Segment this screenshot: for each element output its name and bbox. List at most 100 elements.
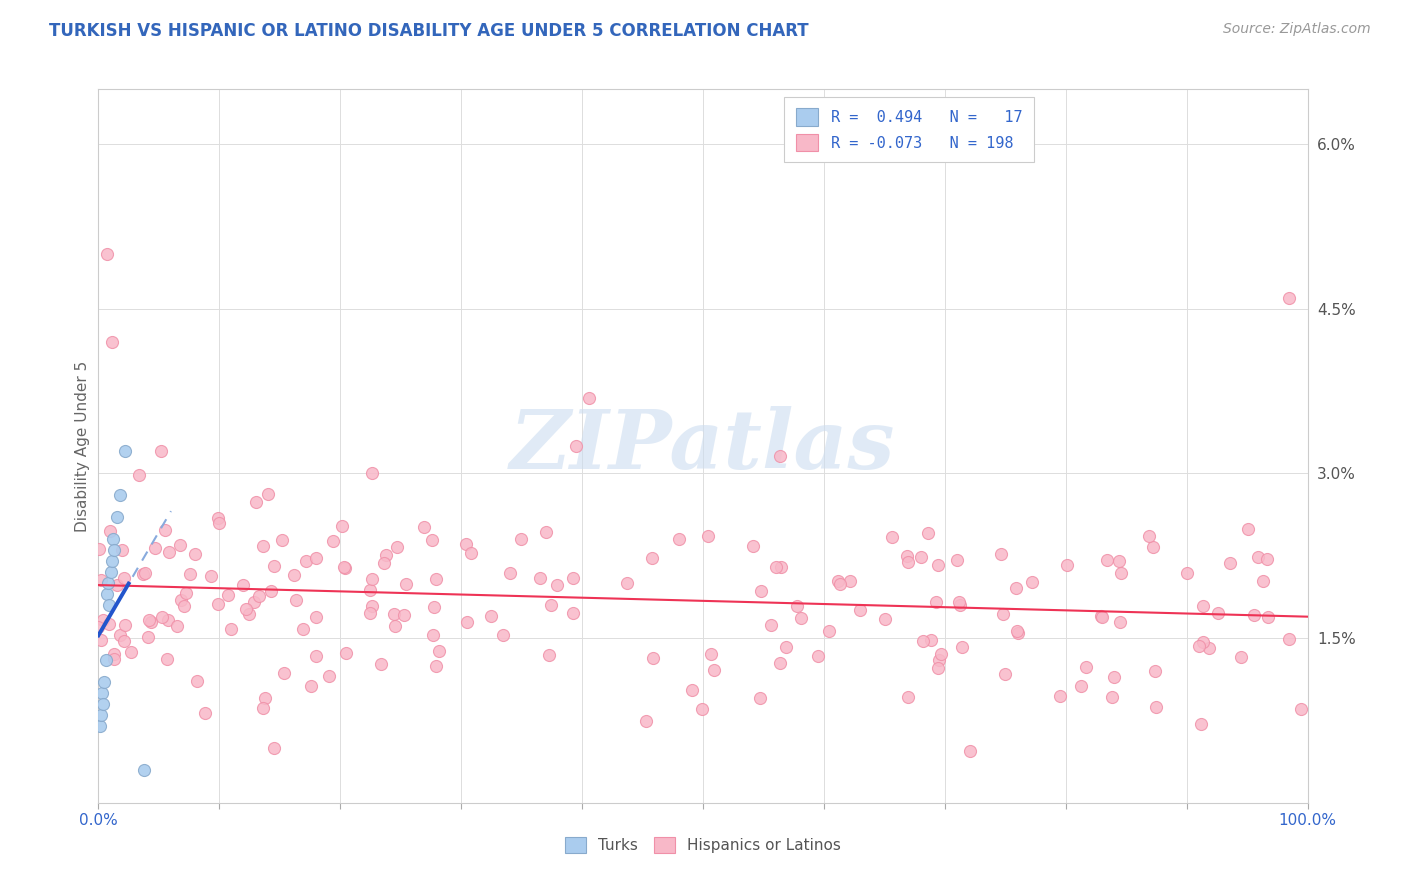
Point: [194, 706, 217, 720]
Point: [1108, 615, 1130, 629]
Point: [96, 587, 118, 601]
Point: [361, 572, 384, 586]
Point: [394, 607, 416, 622]
Point: [112, 633, 135, 648]
Point: [491, 628, 513, 642]
Point: [245, 495, 267, 509]
Point: [103, 652, 125, 666]
Point: [636, 714, 658, 728]
Point: [1191, 635, 1213, 649]
Point: [370, 657, 392, 672]
Point: [90, 574, 112, 588]
Point: [374, 548, 396, 562]
Point: [295, 554, 318, 568]
Point: [1142, 540, 1164, 554]
Point: [565, 439, 588, 453]
Point: [456, 615, 478, 629]
Point: [994, 667, 1017, 681]
Point: [1251, 574, 1274, 588]
Point: [700, 647, 723, 661]
Point: [232, 577, 254, 591]
Point: [1007, 625, 1029, 640]
Point: [108, 628, 131, 642]
Point: [499, 566, 522, 580]
Point: [263, 741, 285, 756]
Point: [247, 589, 270, 603]
Point: [271, 533, 294, 547]
Point: [1070, 679, 1092, 693]
Point: [849, 602, 872, 616]
Point: [668, 532, 690, 546]
Point: [219, 622, 242, 636]
Point: [139, 615, 162, 629]
Point: [322, 534, 344, 549]
Point: [238, 607, 260, 621]
Point: [166, 619, 188, 633]
Point: [1278, 632, 1301, 646]
Point: [98, 598, 121, 612]
Point: [641, 551, 664, 566]
Point: [946, 553, 969, 567]
Point: [839, 574, 862, 588]
Point: [873, 612, 896, 626]
Point: [131, 566, 153, 581]
Point: [100, 566, 122, 580]
Point: [769, 449, 792, 463]
Point: [382, 607, 405, 622]
Point: [136, 630, 159, 644]
Point: [917, 525, 939, 540]
Point: [1237, 522, 1260, 536]
Point: [427, 644, 450, 658]
Point: [128, 468, 150, 483]
Point: [1056, 558, 1078, 573]
Point: [769, 656, 792, 670]
Point: [537, 648, 560, 662]
Point: [156, 652, 179, 666]
Point: [1256, 551, 1278, 566]
Point: [330, 519, 353, 533]
Point: [1004, 582, 1026, 596]
Point: [742, 539, 765, 553]
Point: [929, 647, 952, 661]
Point: [91, 686, 114, 700]
Point: [561, 571, 583, 585]
Point: [423, 599, 446, 614]
Point: [1021, 575, 1043, 590]
Point: [157, 545, 180, 559]
Point: [333, 561, 356, 575]
Point: [896, 549, 918, 563]
Point: [373, 556, 395, 570]
Point: [1198, 640, 1220, 655]
Text: Source: ZipAtlas.com: Source: ZipAtlas.com: [1223, 22, 1371, 37]
Point: [949, 599, 972, 613]
Point: [318, 668, 340, 682]
Point: [1191, 716, 1213, 731]
Text: ZIPatlas: ZIPatlas: [510, 406, 896, 486]
Point: [897, 555, 920, 569]
Point: [1095, 553, 1118, 567]
Point: [578, 391, 600, 405]
Point: [235, 601, 257, 615]
Point: [948, 595, 970, 609]
Point: [114, 618, 136, 632]
Point: [292, 622, 315, 636]
Point: [252, 700, 274, 714]
Point: [384, 619, 406, 633]
Point: [534, 524, 557, 539]
Point: [93, 675, 115, 690]
Point: [91, 697, 114, 711]
Point: [105, 578, 128, 592]
Point: [616, 575, 638, 590]
Point: [911, 633, 934, 648]
Point: [990, 547, 1012, 561]
Point: [134, 566, 156, 581]
Point: [1230, 650, 1253, 665]
Point: [420, 533, 443, 547]
Point: [254, 690, 277, 705]
Point: [138, 613, 160, 627]
Point: [179, 566, 201, 581]
Point: [1108, 554, 1130, 568]
Point: [830, 577, 852, 591]
Point: [120, 645, 142, 659]
Point: [332, 560, 354, 574]
